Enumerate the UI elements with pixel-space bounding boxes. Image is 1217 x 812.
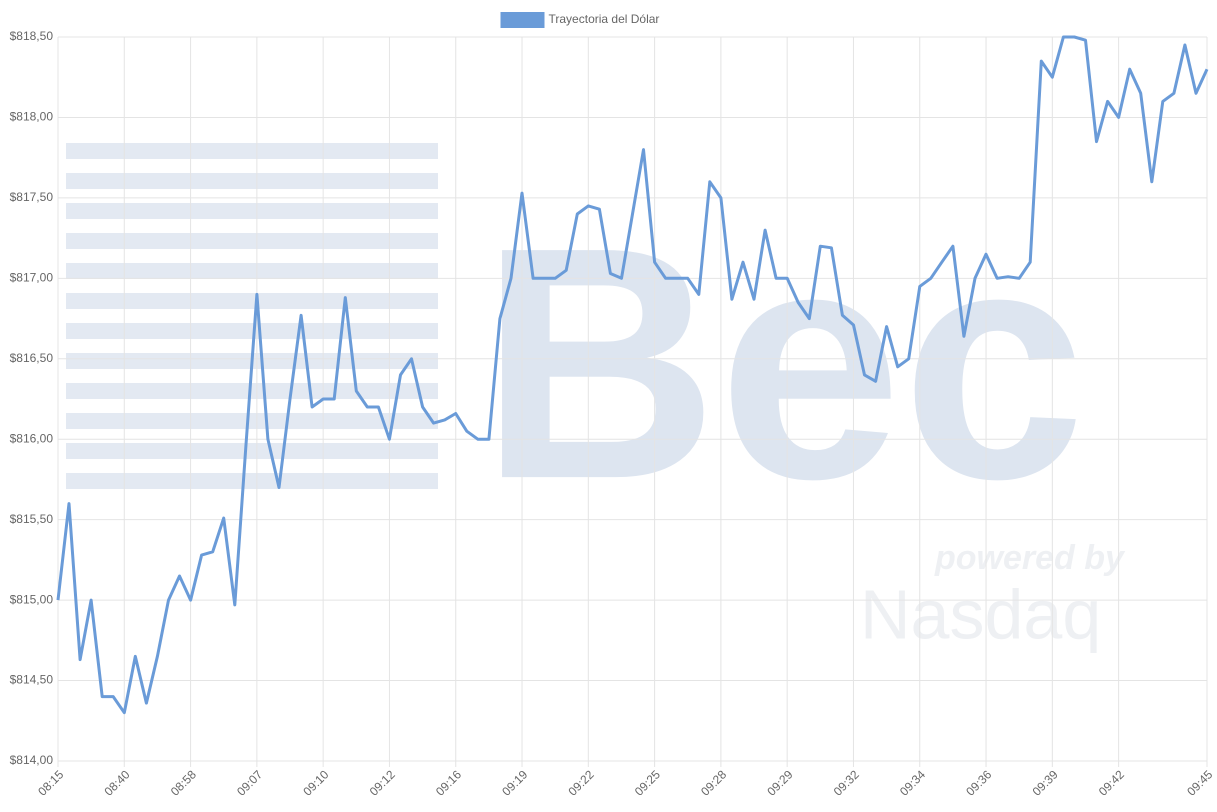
x-tick-label: 08:40: [102, 767, 133, 798]
watermark: Nasdaq: [860, 575, 1101, 653]
watermark-stripe: [66, 233, 438, 249]
watermark: powered by: [934, 539, 1126, 577]
watermark: Bec: [480, 178, 1085, 547]
watermark-stripe: [66, 203, 438, 219]
watermark-stripe: [66, 443, 438, 459]
x-tick-label: 09:42: [1096, 767, 1127, 798]
x-tick-label: 09:32: [831, 767, 862, 798]
watermark-stripe: [66, 413, 438, 429]
y-tick-label: $816,50: [10, 351, 54, 365]
y-tick-label: $814,50: [10, 673, 54, 687]
y-tick-label: $817,50: [10, 190, 54, 204]
x-tick-label: 09:12: [367, 767, 398, 798]
watermark-stripe: [66, 293, 438, 309]
x-tick-label: 09:39: [1030, 767, 1061, 798]
x-tick-label: 09:19: [499, 767, 530, 798]
x-tick-label: 09:28: [698, 767, 729, 798]
x-tick-label: 09:10: [300, 767, 331, 798]
y-tick-label: $815,50: [10, 512, 54, 526]
x-tick-label: 09:45: [1184, 767, 1215, 798]
x-tick-label: 09:34: [897, 767, 928, 798]
watermark-stripe: [66, 383, 438, 399]
watermark-logo: [66, 143, 438, 489]
x-tick-label: 09:36: [963, 767, 994, 798]
watermark-stripe: [66, 323, 438, 339]
y-tick-label: $815,00: [10, 592, 54, 606]
x-tick-label: 08:15: [35, 767, 66, 798]
watermark-stripe: [66, 473, 438, 489]
x-tick-label: 09:07: [234, 767, 265, 798]
watermark-stripe: [66, 173, 438, 189]
y-tick-label: $817,00: [10, 271, 54, 285]
y-tick-label: $814,00: [10, 753, 54, 767]
x-tick-label: 08:58: [168, 767, 199, 798]
watermark-stripe: [66, 143, 438, 159]
x-tick-label: 09:22: [566, 767, 597, 798]
legend-label: Trayectoria del Dólar: [549, 12, 660, 26]
y-tick-label: $816,00: [10, 431, 54, 445]
x-tick-label: 09:25: [632, 767, 663, 798]
x-tick-label: 09:16: [433, 767, 464, 798]
data-line: [56, 35, 1209, 715]
legend-swatch: [500, 12, 545, 28]
y-tick-label: $818,50: [10, 29, 54, 43]
watermark-stripe: [66, 263, 438, 279]
y-tick-label: $818,00: [10, 110, 54, 124]
x-tick-label: 09:29: [764, 767, 795, 798]
